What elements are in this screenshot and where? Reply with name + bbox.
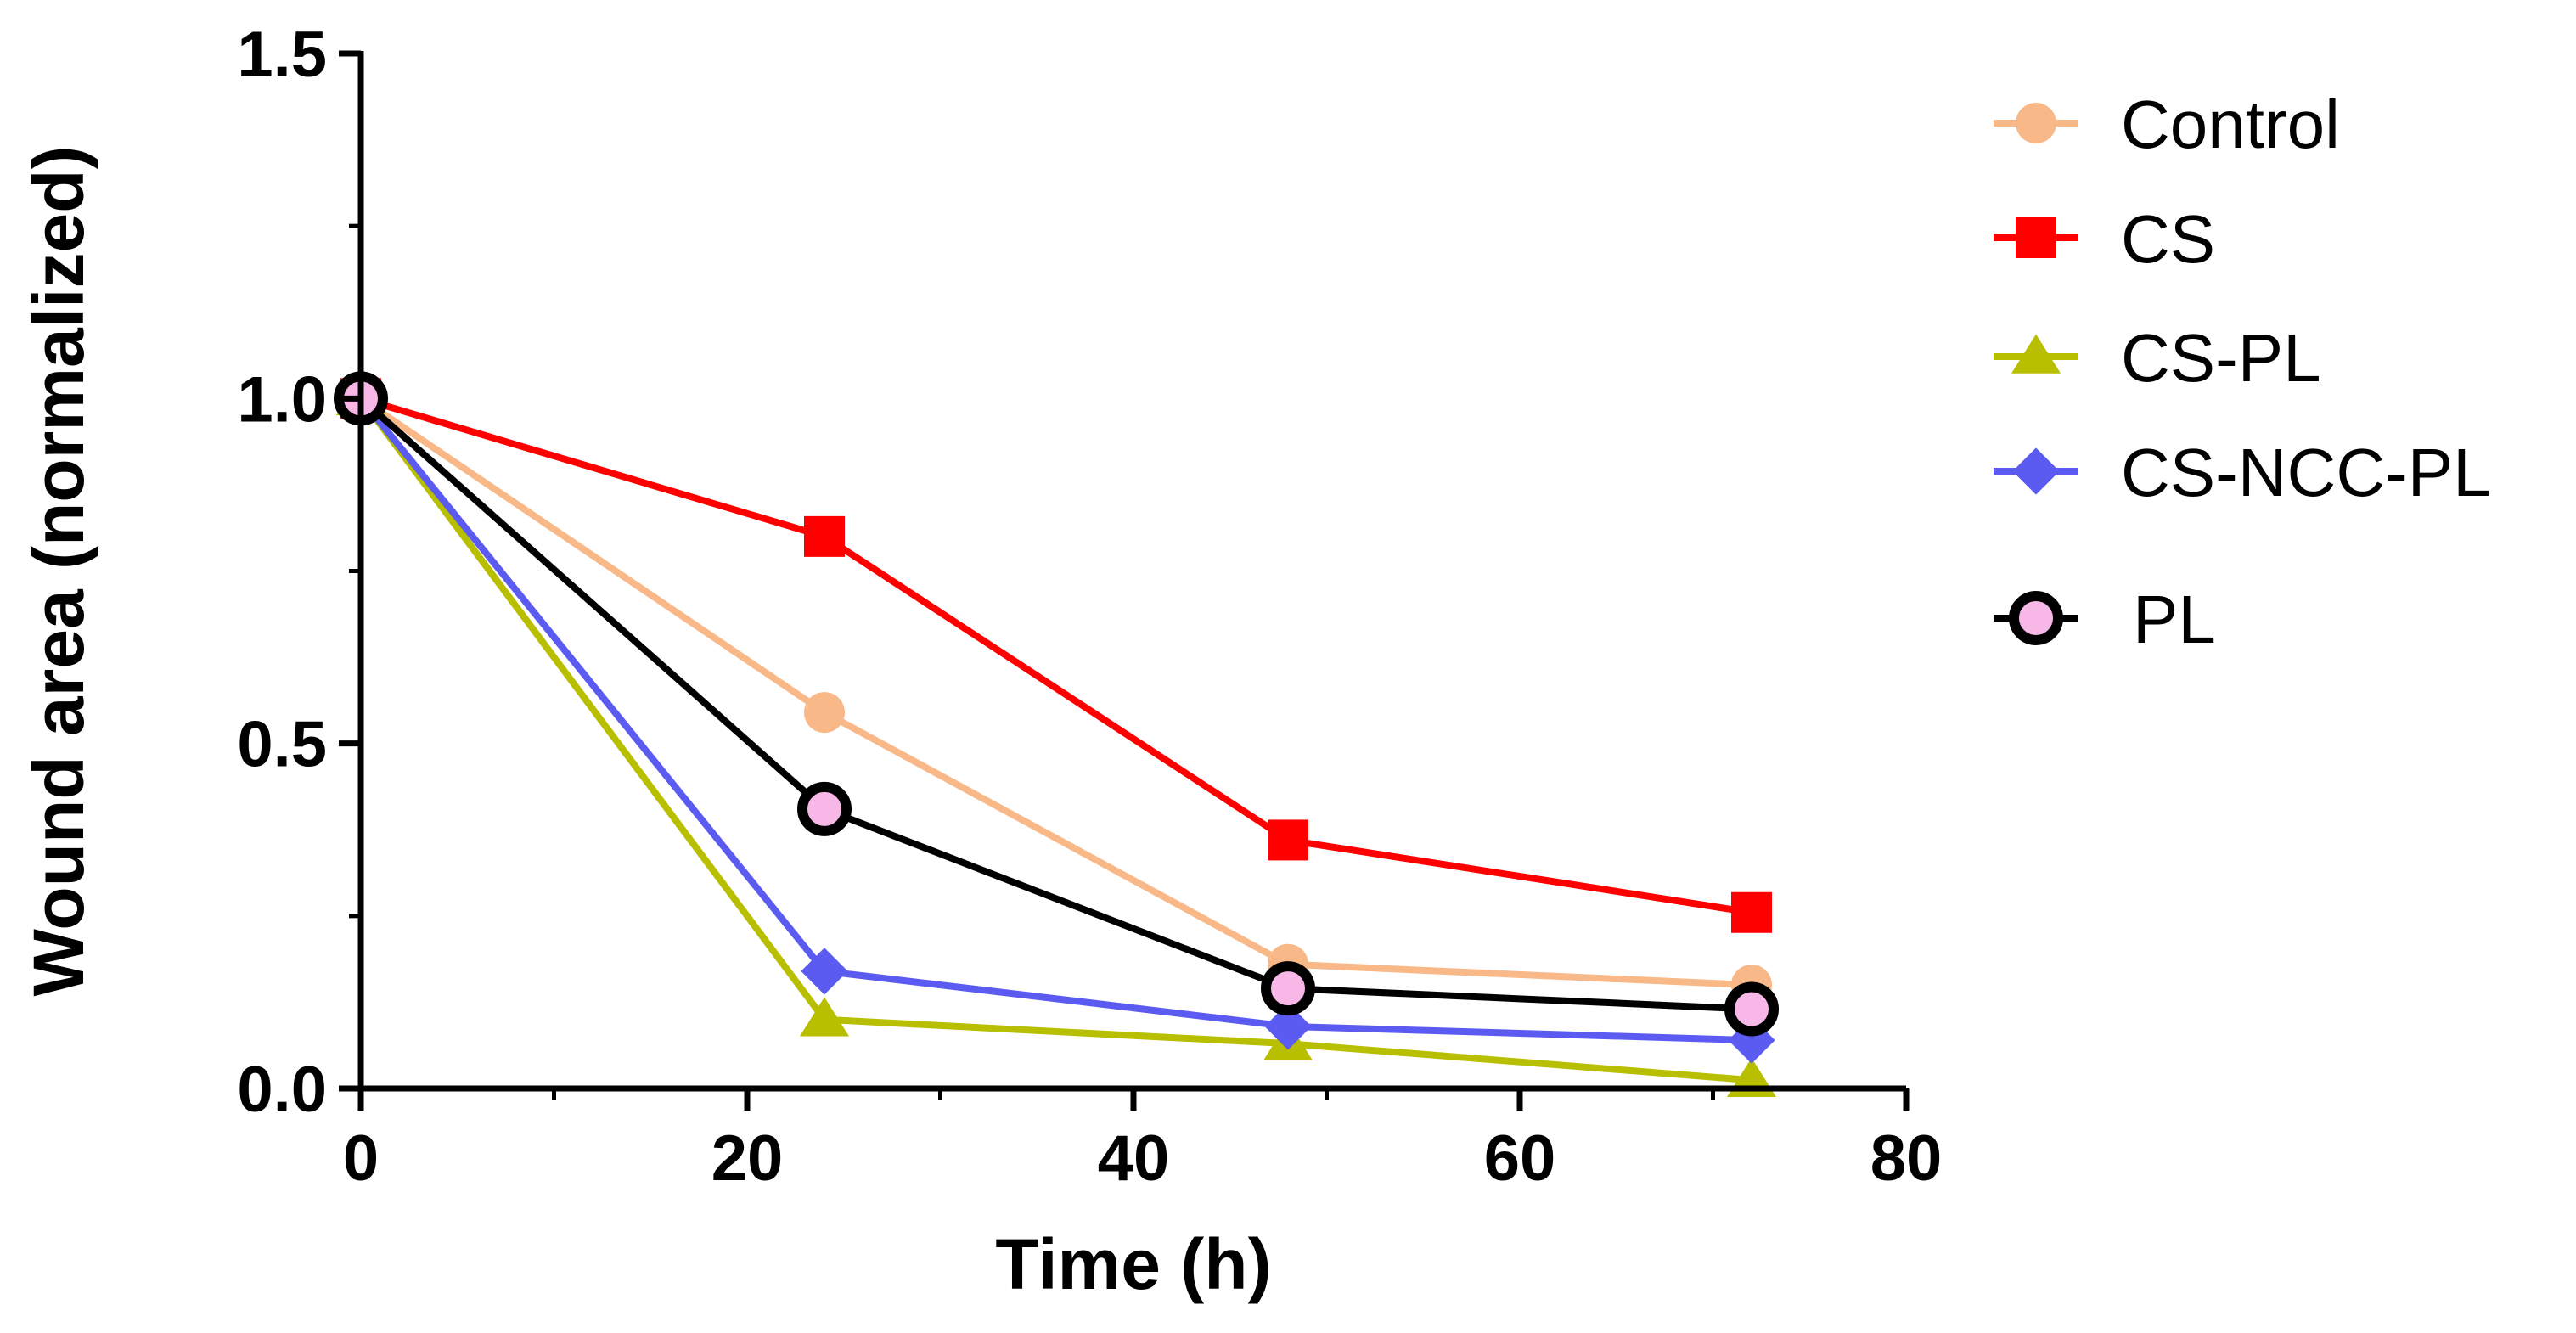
data-point — [801, 948, 848, 995]
legend-label: CS — [2121, 201, 2215, 277]
legend-item: CS-PL — [1994, 320, 2321, 396]
x-tick-label: 0 — [343, 1122, 379, 1195]
series-pl — [334, 371, 1779, 1037]
data-point — [1268, 819, 1308, 861]
legend-marker — [2011, 334, 2061, 374]
series-layer — [334, 371, 1779, 1098]
series-line — [359, 395, 1752, 916]
data-point — [1731, 891, 1772, 933]
series-cs-pl — [335, 375, 1777, 1098]
legend-label: PL — [2133, 582, 2216, 657]
x-tick-label: 40 — [1098, 1122, 1170, 1195]
series-line — [357, 396, 1752, 1044]
data-point — [797, 781, 852, 836]
series-line — [357, 396, 1752, 1084]
data-point — [799, 997, 850, 1037]
data-point — [804, 692, 845, 734]
x-tick-label: 20 — [711, 1122, 784, 1195]
data-point — [1724, 981, 1779, 1037]
legend-marker — [2016, 103, 2056, 143]
series-cs-ncc-pl — [337, 374, 1775, 1064]
x-tick-label: 80 — [1870, 1122, 1943, 1195]
y-tick-label: 0.5 — [237, 709, 327, 781]
legend-label: CS-NCC-PL — [2121, 435, 2491, 510]
x-tick-label: 60 — [1484, 1122, 1556, 1195]
legend-item: PL — [1994, 582, 2216, 657]
legend-marker — [2016, 217, 2056, 258]
legend: Control CS CS-PL CS-NCC-PL PL — [1994, 87, 2491, 657]
y-tick-label: 1.0 — [237, 363, 327, 436]
series-line — [358, 396, 1752, 989]
y-tick-label: 1.5 — [237, 19, 327, 91]
axes: 0 20 40 60 80 0.0 0.5 1.0 1.5 — [237, 19, 1942, 1195]
y-tick-label: 0.0 — [237, 1054, 327, 1126]
legend-label: CS-PL — [2121, 320, 2321, 396]
data-point — [804, 515, 845, 557]
legend-item: CS — [1994, 201, 2215, 277]
legend-marker — [2009, 591, 2063, 645]
legend-marker — [2012, 447, 2060, 495]
y-axis-title: Wound area (normalized) — [19, 146, 98, 997]
legend-item: Control — [1994, 87, 2340, 162]
x-axis-title: Time (h) — [995, 1224, 1271, 1304]
legend-label: Control — [2121, 87, 2340, 162]
legend-item: CS-NCC-PL — [1994, 435, 2491, 510]
data-point — [1261, 961, 1315, 1016]
data-point — [1264, 1003, 1312, 1050]
series-line — [358, 396, 1752, 1013]
